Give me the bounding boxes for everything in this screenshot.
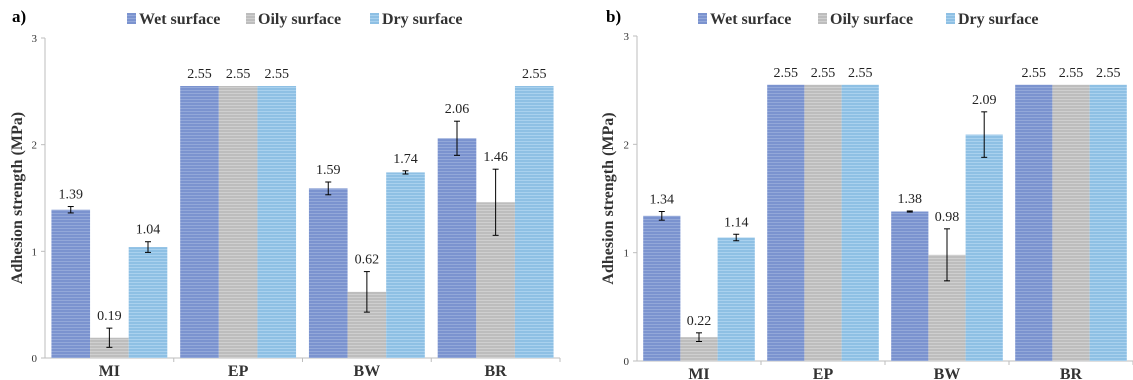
- data-label-wet-bw: 1.59: [316, 163, 341, 178]
- data-label-oily-bw: 0.62: [355, 253, 380, 268]
- data-label-dry-mi: 1.14: [724, 215, 749, 230]
- data-label-dry-mi: 1.04: [136, 223, 161, 238]
- legend-label-oily: Oily surface: [830, 11, 913, 28]
- data-label-wet-br: 2.55: [1022, 66, 1047, 81]
- bar-oily-ep: [218, 86, 258, 358]
- legend-label-dry: Dry surface: [958, 11, 1038, 28]
- data-label-dry-ep: 2.55: [265, 67, 290, 82]
- bar-oily-mi: [90, 337, 129, 358]
- bar-wet-ep: [180, 86, 219, 358]
- data-label-wet-mi: 1.34: [650, 193, 675, 208]
- x-tick-label-br: BR: [485, 363, 508, 380]
- x-tick-label-br: BR: [1060, 366, 1083, 380]
- panel-label: a): [12, 7, 26, 26]
- data-label-dry-bw: 1.74: [393, 152, 418, 167]
- legend-label-oily: Oily surface: [258, 11, 341, 28]
- data-label-wet-ep: 2.55: [187, 67, 212, 82]
- data-label-dry-br: 2.55: [1096, 66, 1121, 81]
- x-tick-label-mi: MI: [688, 366, 709, 380]
- y-tick-label: 1: [32, 246, 38, 258]
- data-label-dry-br: 2.55: [522, 67, 547, 82]
- bar-wet-mi: [643, 215, 681, 361]
- data-label-wet-mi: 1.39: [59, 188, 84, 203]
- bar-dry-mi: [128, 247, 168, 358]
- data-label-wet-ep: 2.55: [774, 66, 799, 81]
- bar-dry-br: [1089, 84, 1127, 361]
- y-tick-label: 1: [624, 248, 630, 260]
- legend-swatch-wet: [127, 13, 136, 24]
- legend-label-dry: Dry surface: [382, 11, 462, 28]
- x-tick-label-bw: BW: [934, 366, 961, 380]
- panel-label: b): [606, 7, 621, 26]
- bar-wet-br: [437, 138, 477, 358]
- data-label-oily-mi: 0.22: [687, 314, 712, 329]
- bar-oily-ep: [804, 84, 842, 361]
- data-label-dry-bw: 2.09: [972, 93, 997, 108]
- y-tick-label: 2: [32, 140, 38, 152]
- data-label-wet-bw: 1.38: [898, 192, 923, 207]
- data-label-oily-mi: 0.19: [97, 309, 122, 324]
- chart-panel-b: b) Wet surface Oily surface Dry surface Adhe…: [600, 7, 1133, 380]
- legend-swatch-dry: [946, 13, 955, 24]
- x-tick-label-ep: EP: [813, 366, 834, 380]
- bar-wet-bw: [308, 188, 348, 358]
- x-tick-label-bw: BW: [354, 363, 381, 380]
- y-tick-label: 2: [624, 139, 630, 151]
- chart-panel-a: a) Wet surface Oily surface Dry surface Adhe…: [9, 7, 561, 380]
- legend-swatch-wet: [698, 13, 707, 24]
- data-label-oily-br: 2.55: [1059, 66, 1084, 81]
- x-tick-label-mi: MI: [99, 363, 120, 380]
- legend-swatch-oily: [246, 13, 255, 24]
- x-tick-label-ep: EP: [228, 363, 249, 380]
- legend-label-wet: Wet surface: [139, 11, 220, 28]
- bar-wet-br: [1015, 84, 1053, 361]
- data-label-dry-ep: 2.55: [848, 66, 873, 81]
- bar-dry-bw: [965, 134, 1003, 361]
- y-axis-label: Adhesion strength (MPa): [9, 112, 26, 284]
- legend-swatch-oily: [818, 13, 827, 24]
- data-label-wet-br: 2.06: [445, 102, 470, 117]
- bar-dry-ep: [841, 84, 879, 361]
- bar-dry-bw: [386, 172, 425, 358]
- data-label-oily-ep: 2.55: [226, 67, 251, 82]
- bar-dry-mi: [717, 237, 755, 361]
- bar-wet-ep: [767, 84, 805, 361]
- bar-wet-mi: [51, 209, 91, 358]
- y-tick-label: 0: [32, 353, 38, 365]
- bar-oily-br: [1052, 84, 1090, 361]
- bar-dry-ep: [257, 86, 297, 358]
- y-tick-label: 3: [624, 31, 630, 43]
- data-label-oily-bw: 0.98: [935, 210, 960, 225]
- legend-swatch-dry: [370, 13, 379, 24]
- bar-wet-bw: [891, 211, 929, 361]
- y-axis-label: Adhesion strength (MPa): [600, 112, 617, 284]
- data-label-oily-br: 1.46: [483, 150, 508, 165]
- legend-label-wet: Wet surface: [710, 11, 791, 28]
- y-tick-label: 0: [624, 356, 630, 368]
- data-label-oily-ep: 2.55: [811, 66, 836, 81]
- y-tick-label: 3: [32, 33, 38, 45]
- bar-dry-br: [514, 86, 554, 358]
- bar-oily-mi: [680, 337, 718, 361]
